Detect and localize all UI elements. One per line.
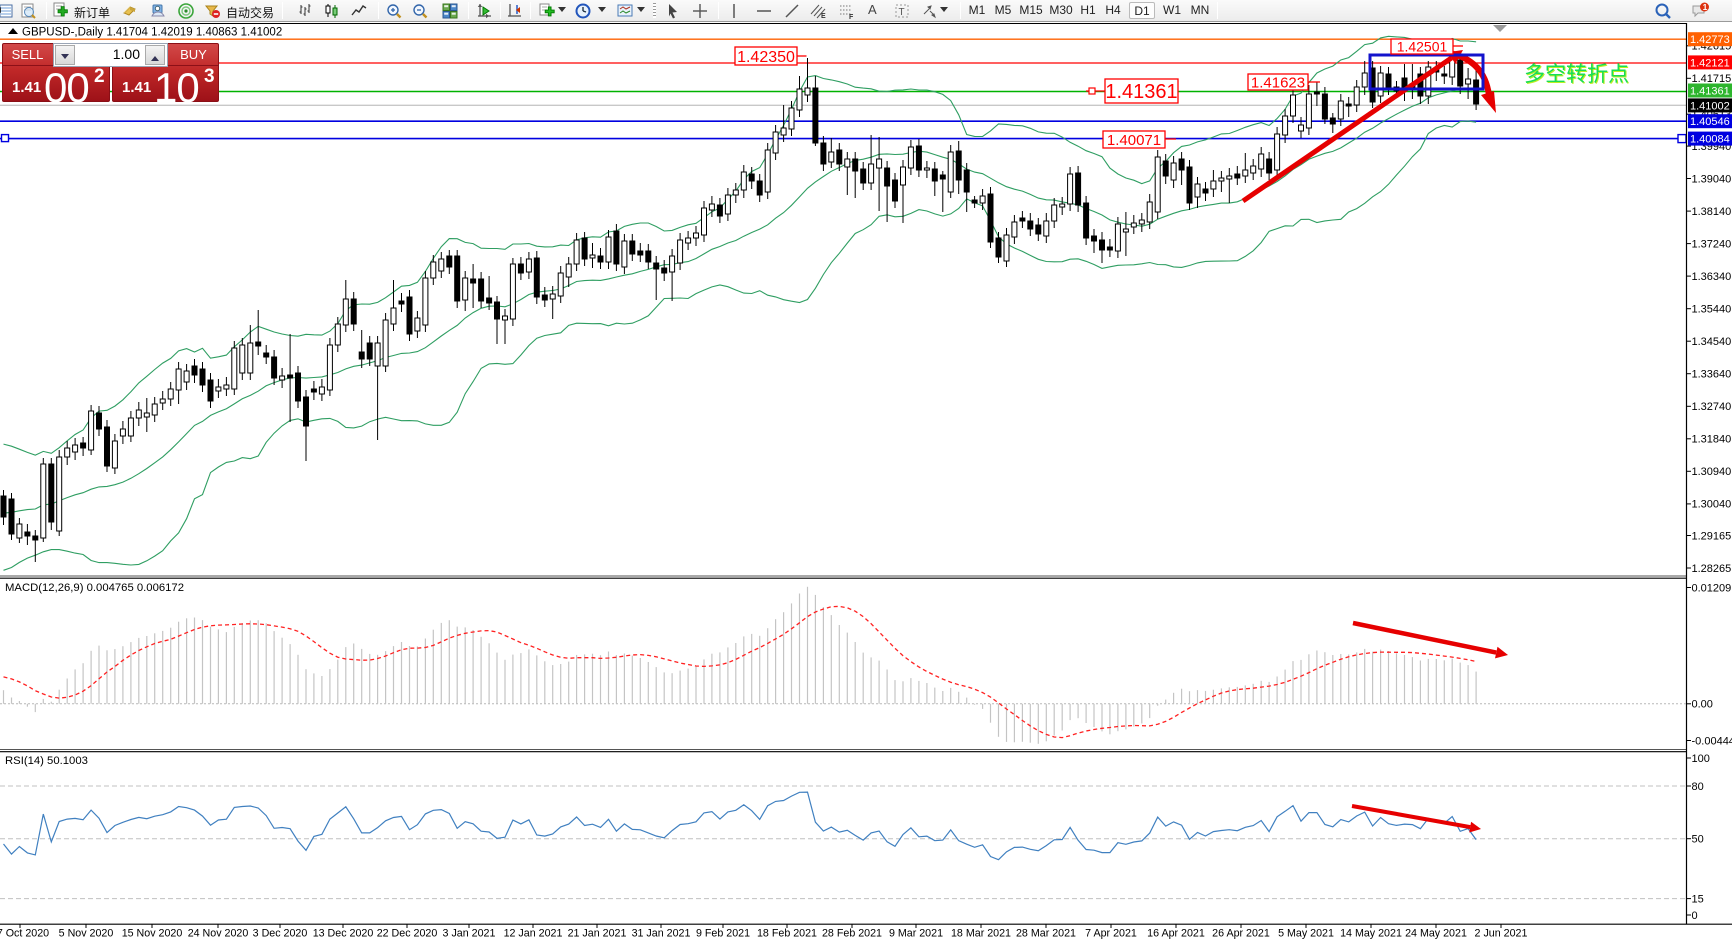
svg-text:1.28265: 1.28265 xyxy=(1692,563,1732,575)
svg-text:3 Jan 2021: 3 Jan 2021 xyxy=(443,928,496,940)
svg-text:12 Jan 2021: 12 Jan 2021 xyxy=(504,928,563,940)
svg-text:1.31840: 1.31840 xyxy=(1692,434,1732,446)
svg-text:18 Feb 2021: 18 Feb 2021 xyxy=(757,928,817,940)
svg-text:100: 100 xyxy=(1692,753,1710,765)
svg-text:F: F xyxy=(849,14,854,20)
svg-text:7 Apr 2021: 7 Apr 2021 xyxy=(1085,928,1137,940)
svg-text:1.39040: 1.39040 xyxy=(1692,173,1732,185)
svg-text:5 Nov 2020: 5 Nov 2020 xyxy=(59,928,114,940)
svg-text:2 Jun 2021: 2 Jun 2021 xyxy=(1475,928,1528,940)
svg-text:31 Jan 2021: 31 Jan 2021 xyxy=(632,928,691,940)
svg-text:0.01209: 0.01209 xyxy=(1692,582,1732,594)
svg-text:0.00: 0.00 xyxy=(1692,699,1713,711)
svg-text:1.35440: 1.35440 xyxy=(1692,304,1732,316)
svg-text:3 Dec 2020: 3 Dec 2020 xyxy=(253,928,308,940)
svg-text:9 Mar 2021: 9 Mar 2021 xyxy=(889,928,943,940)
svg-text:1.42773: 1.42773 xyxy=(1690,34,1730,46)
svg-text:14 May 2021: 14 May 2021 xyxy=(1340,928,1402,940)
svg-text:1.40546: 1.40546 xyxy=(1690,116,1730,128)
svg-text:1.38140: 1.38140 xyxy=(1692,206,1732,218)
svg-text:1.41002: 1.41002 xyxy=(1690,100,1730,112)
svg-text:28 Feb 2021: 28 Feb 2021 xyxy=(822,928,882,940)
svg-text:MACD(12,26,9) 0.004765 0.00617: MACD(12,26,9) 0.004765 0.006172 xyxy=(5,582,184,594)
svg-text:18 Mar 2021: 18 Mar 2021 xyxy=(951,928,1011,940)
svg-text:1.41623: 1.41623 xyxy=(1251,74,1305,91)
svg-text:0: 0 xyxy=(1692,910,1698,922)
svg-text:1.33640: 1.33640 xyxy=(1692,369,1732,381)
svg-text:1.41361: 1.41361 xyxy=(1105,81,1177,103)
svg-text:1.30040: 1.30040 xyxy=(1692,499,1732,511)
svg-text:15 Nov 2020: 15 Nov 2020 xyxy=(122,928,183,940)
svg-text:16 Apr 2021: 16 Apr 2021 xyxy=(1147,928,1205,940)
svg-text:28 Mar 2021: 28 Mar 2021 xyxy=(1016,928,1076,940)
svg-text:GBPUSD-,Daily 1.41704 1.42019: GBPUSD-,Daily 1.41704 1.42019 1.40863 1.… xyxy=(22,27,282,39)
svg-text:24 May 2021: 24 May 2021 xyxy=(1405,928,1467,940)
svg-text:E: E xyxy=(821,13,826,20)
svg-text:50: 50 xyxy=(1692,834,1704,846)
svg-text:15: 15 xyxy=(1692,893,1704,905)
svg-text:RSI(14) 50.1003: RSI(14) 50.1003 xyxy=(5,755,88,767)
svg-text:1.41715: 1.41715 xyxy=(1692,73,1732,85)
svg-text:9 Feb 2021: 9 Feb 2021 xyxy=(696,928,750,940)
svg-text:-0.004446: -0.004446 xyxy=(1692,735,1732,747)
svg-text:21 Jan 2021: 21 Jan 2021 xyxy=(568,928,627,940)
svg-text:1.40071: 1.40071 xyxy=(1107,132,1161,149)
svg-text:1: 1 xyxy=(1703,2,1708,12)
svg-text:1.36340: 1.36340 xyxy=(1692,271,1732,283)
svg-text:80: 80 xyxy=(1692,781,1704,793)
svg-text:1.40084: 1.40084 xyxy=(1690,134,1730,146)
svg-text:多空转折点: 多空转折点 xyxy=(1524,63,1629,86)
svg-text:22 Dec 2020: 22 Dec 2020 xyxy=(377,928,438,940)
svg-text:T: T xyxy=(899,7,905,18)
svg-text:1.30940: 1.30940 xyxy=(1692,466,1732,478)
svg-text:1.42501: 1.42501 xyxy=(1397,39,1448,55)
svg-text:26 Apr 2021: 26 Apr 2021 xyxy=(1212,928,1270,940)
svg-text:1.42121: 1.42121 xyxy=(1690,57,1730,69)
svg-text:1.34540: 1.34540 xyxy=(1692,336,1732,348)
svg-text:1.41361: 1.41361 xyxy=(1690,85,1730,97)
svg-text:5 May 2021: 5 May 2021 xyxy=(1278,928,1334,940)
svg-text:1.32740: 1.32740 xyxy=(1692,401,1732,413)
svg-text:27 Oct 2020: 27 Oct 2020 xyxy=(0,928,49,940)
svg-text:24 Nov 2020: 24 Nov 2020 xyxy=(188,928,249,940)
svg-text:1.29165: 1.29165 xyxy=(1692,530,1732,542)
svg-text:13 Dec 2020: 13 Dec 2020 xyxy=(313,928,374,940)
svg-text:1.37240: 1.37240 xyxy=(1692,238,1732,250)
svg-text:1.42350: 1.42350 xyxy=(737,49,795,66)
